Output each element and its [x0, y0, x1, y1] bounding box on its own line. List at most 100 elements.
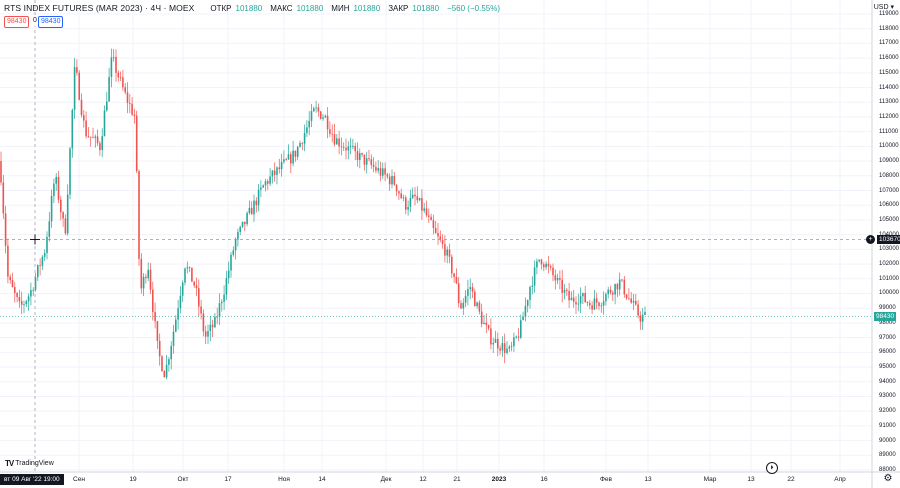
buy-button[interactable]: 98430	[38, 16, 64, 28]
candle-down	[356, 151, 359, 161]
candle-up	[418, 198, 421, 201]
candle-up	[303, 132, 306, 144]
candle-down	[368, 158, 370, 160]
symbol-title[interactable]: RTS INDEX FUTURES (MAR 2023) · 4Ч · MOEX	[4, 3, 195, 13]
time-tick: 13	[747, 476, 755, 483]
candle-down	[547, 263, 550, 267]
price-tick: 94000	[879, 378, 896, 385]
candle-down	[124, 87, 126, 93]
candle-up	[336, 138, 338, 145]
candle-down	[609, 289, 612, 293]
candle-down	[338, 138, 340, 147]
candle-down	[637, 304, 639, 316]
price-tick: 119000	[879, 11, 899, 17]
candle-up	[577, 303, 580, 305]
candle-up	[103, 110, 106, 137]
candle-down	[131, 103, 133, 115]
sell-button[interactable]: 98430	[4, 16, 30, 28]
candle-up	[506, 348, 508, 353]
time-tick: Окт	[177, 476, 189, 483]
candle-up	[234, 239, 237, 251]
candle-up	[30, 290, 32, 297]
candle-down	[584, 293, 586, 303]
candle-down	[140, 258, 143, 289]
candle-up	[563, 289, 566, 293]
candle-down	[87, 136, 90, 138]
price-tick: 90000	[879, 437, 896, 444]
candle-down	[398, 191, 400, 194]
candle-up	[43, 253, 46, 257]
candle-down	[83, 115, 85, 121]
candle-down	[198, 288, 200, 307]
candle-down	[490, 328, 492, 345]
price-tick: 107000	[879, 187, 900, 194]
candle-down	[474, 291, 476, 307]
candle-up	[324, 115, 327, 118]
candle-down	[329, 129, 331, 134]
candle-down	[405, 197, 407, 210]
close-label: ЗАКР	[388, 3, 409, 13]
candle-up	[23, 304, 25, 305]
go-to-realtime-icon[interactable]: ⏵	[766, 462, 778, 474]
candle-down	[478, 302, 481, 312]
candle-up	[142, 276, 145, 289]
candle-up	[570, 297, 573, 301]
candle-up	[365, 158, 368, 165]
tradingview-logo[interactable]: TV TradingView	[5, 459, 54, 468]
price-tick: 93000	[879, 393, 896, 400]
candle-up	[25, 301, 28, 305]
candle-up	[464, 295, 467, 303]
candle-up	[48, 221, 51, 237]
price-tick: 111000	[879, 128, 899, 135]
price-tick: 104000	[879, 232, 899, 238]
candle-up	[184, 268, 186, 283]
price-tick: 100000	[879, 290, 900, 297]
candle-down	[317, 107, 320, 112]
candle-up	[168, 359, 170, 365]
candle-down	[16, 293, 18, 298]
candle-down	[630, 298, 632, 303]
candle-down	[499, 348, 501, 351]
candle-down	[250, 207, 253, 215]
candle-down	[455, 277, 458, 284]
candle-down	[568, 290, 570, 301]
candle-down	[416, 196, 419, 201]
candle-up	[241, 221, 244, 227]
candle-up	[66, 194, 69, 234]
candle-up	[172, 331, 175, 346]
price-tick: 88000	[879, 467, 896, 473]
price-tick: 103000	[879, 246, 900, 253]
candle-up	[253, 200, 255, 215]
candle-down	[96, 136, 99, 144]
candle-down	[255, 200, 258, 206]
price-tick: 110000	[879, 143, 899, 150]
candle-up	[607, 289, 609, 294]
candle-down	[625, 294, 628, 299]
candle-up	[239, 226, 241, 233]
candle-up	[110, 57, 113, 77]
candle-down	[340, 146, 343, 148]
currency-selector[interactable]: USD ▾	[873, 4, 894, 11]
candle-up	[641, 314, 644, 322]
candle-up	[280, 162, 283, 170]
candle-up	[276, 167, 278, 175]
candle-up	[520, 320, 522, 338]
candle-down	[561, 279, 563, 293]
plus-circle-icon[interactable]: +	[866, 234, 875, 244]
candle-down	[575, 301, 577, 305]
candle-up	[469, 287, 471, 290]
candle-down	[616, 283, 619, 290]
candle-down	[370, 159, 373, 165]
candle-down	[444, 244, 446, 256]
candle-down	[425, 208, 428, 216]
candle-down	[345, 147, 347, 151]
candle-up	[359, 153, 361, 161]
candle-down	[566, 289, 568, 291]
candle-down	[598, 302, 600, 306]
candle-up	[101, 136, 103, 150]
candle-down	[400, 193, 402, 199]
candle-up	[536, 261, 538, 268]
gear-icon[interactable]: ⚙	[883, 473, 893, 484]
candle-down	[117, 72, 120, 78]
